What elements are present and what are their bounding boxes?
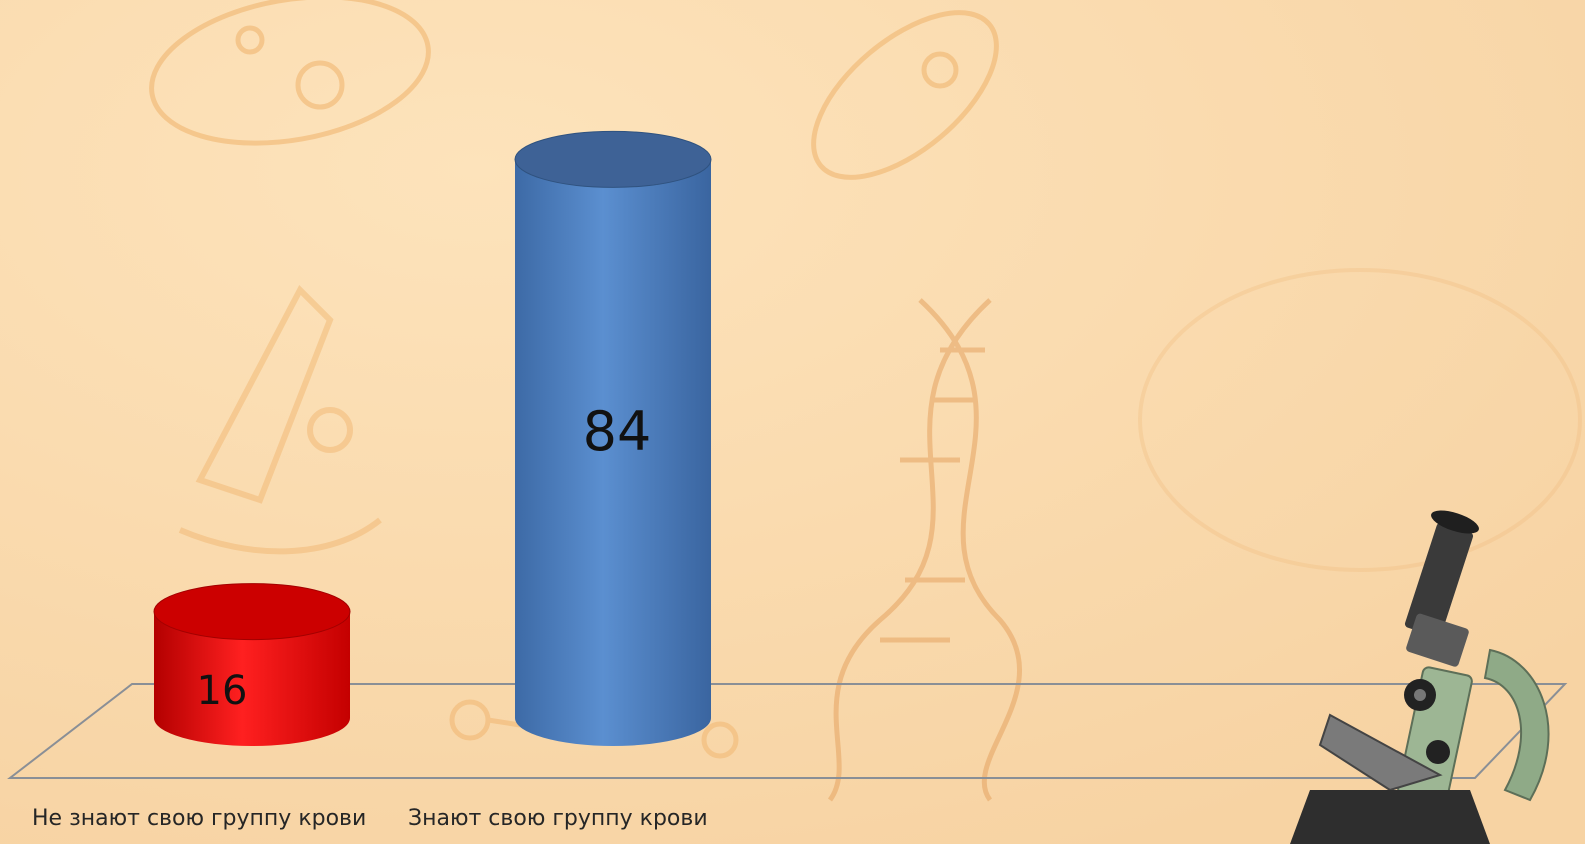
bar-0 [154, 611, 350, 746]
bacteria-icon [1138, 268, 1582, 572]
x-tick-label-1: Знают свою группу крови [408, 806, 708, 831]
data-label-1: 84 [583, 400, 652, 463]
x-tick-label-0: Не знают свою группу крови [32, 806, 367, 831]
bar-top-1 [514, 130, 712, 188]
bacteria-icon [811, 10, 999, 180]
chart-floor [7, 683, 1568, 779]
microscope-icon [1290, 510, 1550, 844]
bar-top-0 [153, 583, 351, 641]
data-label-0: 16 [197, 668, 248, 714]
bar-1 [515, 159, 711, 746]
molecule-icon [449, 699, 739, 759]
bacteria-icon [149, 0, 431, 146]
microscope-icon [178, 284, 382, 555]
dna-icon [827, 298, 1023, 802]
